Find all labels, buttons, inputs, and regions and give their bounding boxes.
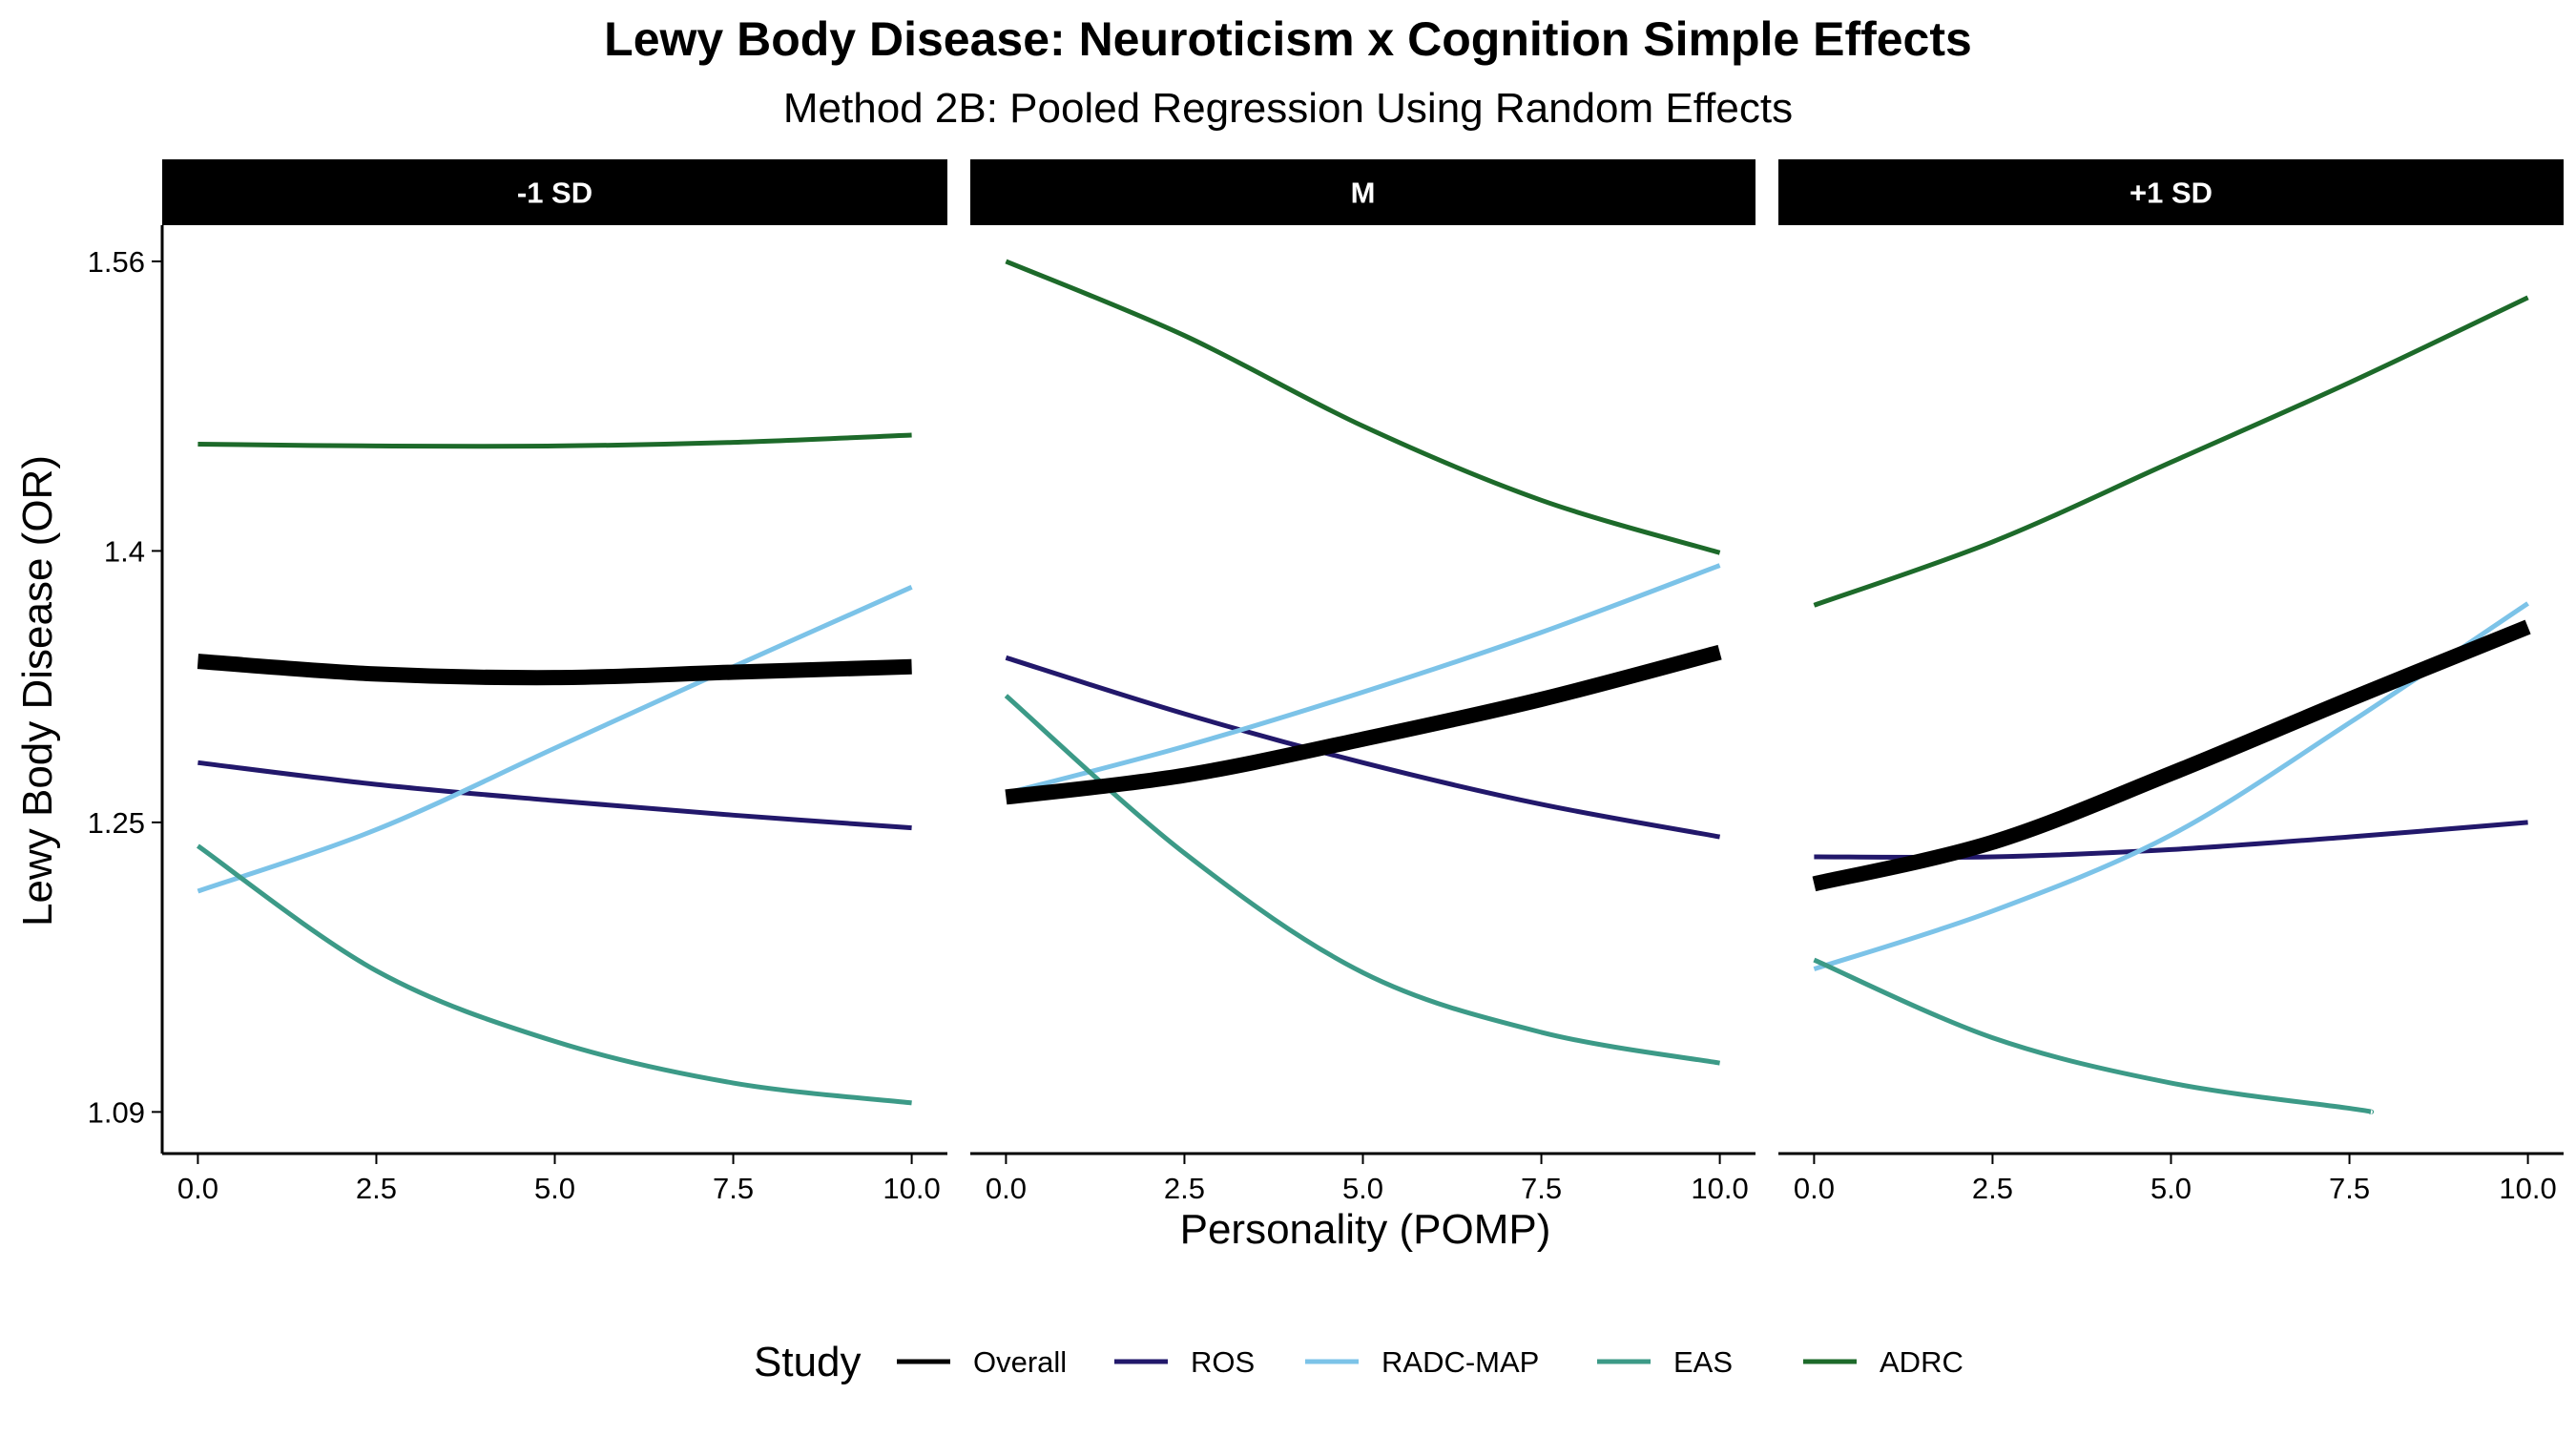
legend: Study Overall ROS RADC-MAP EAS ADRC — [754, 1339, 1963, 1385]
facet-strip-label: M — [1351, 177, 1376, 210]
x-tick-label: 10.0 — [1691, 1172, 1748, 1205]
x-tick-label: 7.5 — [2329, 1172, 2370, 1205]
series-line-adrc — [1005, 259, 1721, 555]
y-tick-label: 1.4 — [104, 534, 145, 568]
series-line-radc-map — [1005, 563, 1721, 796]
series-line-radc-map — [197, 585, 913, 894]
facet-panel: -1 SD 1.09 1.25 1.4 1.56 0.0 2.5 5.0 7.5 10.0 — [88, 159, 947, 1205]
facet-panels: -1 SD 1.09 1.25 1.4 1.56 0.0 2.5 5.0 7.5 10.0 M 0.0… — [88, 159, 2564, 1205]
series-line-ros — [1005, 655, 1721, 840]
x-tick-label: 2.5 — [1164, 1172, 1205, 1205]
legend-label: ADRC — [1880, 1345, 1963, 1379]
series-line-radc-map — [1813, 601, 2529, 971]
facet-panel: M 0.0 2.5 5.0 7.5 10.0 — [970, 159, 1755, 1205]
series-line-eas — [196, 843, 912, 1106]
series-line-adrc — [197, 432, 912, 449]
y-tick-label: 1.25 — [88, 806, 145, 840]
legend-label: Overall — [973, 1345, 1067, 1379]
x-axis-label: Personality (POMP) — [1180, 1206, 1551, 1253]
series-line-overall — [1812, 619, 2531, 892]
legend-item: ROS — [1114, 1345, 1255, 1379]
facet-strip-label: -1 SD — [517, 177, 592, 210]
series-line-adrc — [1813, 295, 2529, 608]
facet-strip — [162, 159, 947, 225]
facet-strip-label: +1 SD — [2129, 177, 2212, 210]
legend-item: EAS — [1597, 1345, 1733, 1379]
x-tick-label: 10.0 — [2499, 1172, 2556, 1205]
x-tick-label: 7.5 — [1521, 1172, 1562, 1205]
series-line-ros — [197, 760, 912, 831]
legend-label: RADC-MAP — [1381, 1345, 1539, 1379]
chart-subtitle: Method 2B: Pooled Regression Using Rando… — [783, 85, 1793, 132]
facet-strip — [970, 159, 1755, 225]
legend-label: ROS — [1191, 1345, 1255, 1379]
x-tick-label: 2.5 — [356, 1172, 397, 1205]
series-line-eas — [1813, 957, 2374, 1114]
x-tick-label: 0.0 — [177, 1172, 218, 1205]
y-tick-label: 1.56 — [88, 245, 145, 279]
legend-item: RADC-MAP — [1305, 1345, 1539, 1379]
chart-title: Lewy Body Disease: Neuroticism x Cogniti… — [604, 12, 1972, 66]
y-tick-label: 1.09 — [88, 1095, 145, 1129]
facet-strip — [1778, 159, 2564, 225]
series-line-eas — [1004, 694, 1721, 1066]
series-line-overall — [197, 654, 912, 686]
series-line-ros — [1814, 820, 2528, 861]
x-tick-label: 7.5 — [713, 1172, 754, 1205]
legend-label: EAS — [1673, 1345, 1733, 1379]
legend-title: Study — [754, 1339, 862, 1385]
facet-panel: +1 SD 0.0 2.5 5.0 7.5 10.0 — [1778, 159, 2564, 1205]
legend-item: Overall — [897, 1345, 1067, 1379]
x-tick-label: 2.5 — [1972, 1172, 2013, 1205]
x-tick-label: 5.0 — [534, 1172, 575, 1205]
x-tick-label: 5.0 — [1342, 1172, 1383, 1205]
x-tick-label: 10.0 — [883, 1172, 940, 1205]
legend-item: ADRC — [1803, 1345, 1963, 1379]
x-tick-label: 5.0 — [2150, 1172, 2192, 1205]
series-line-overall — [1005, 644, 1722, 805]
x-tick-label: 0.0 — [986, 1172, 1027, 1205]
x-tick-label: 0.0 — [1794, 1172, 1835, 1205]
y-axis-label: Lewy Body Disease (OR) — [14, 455, 61, 926]
